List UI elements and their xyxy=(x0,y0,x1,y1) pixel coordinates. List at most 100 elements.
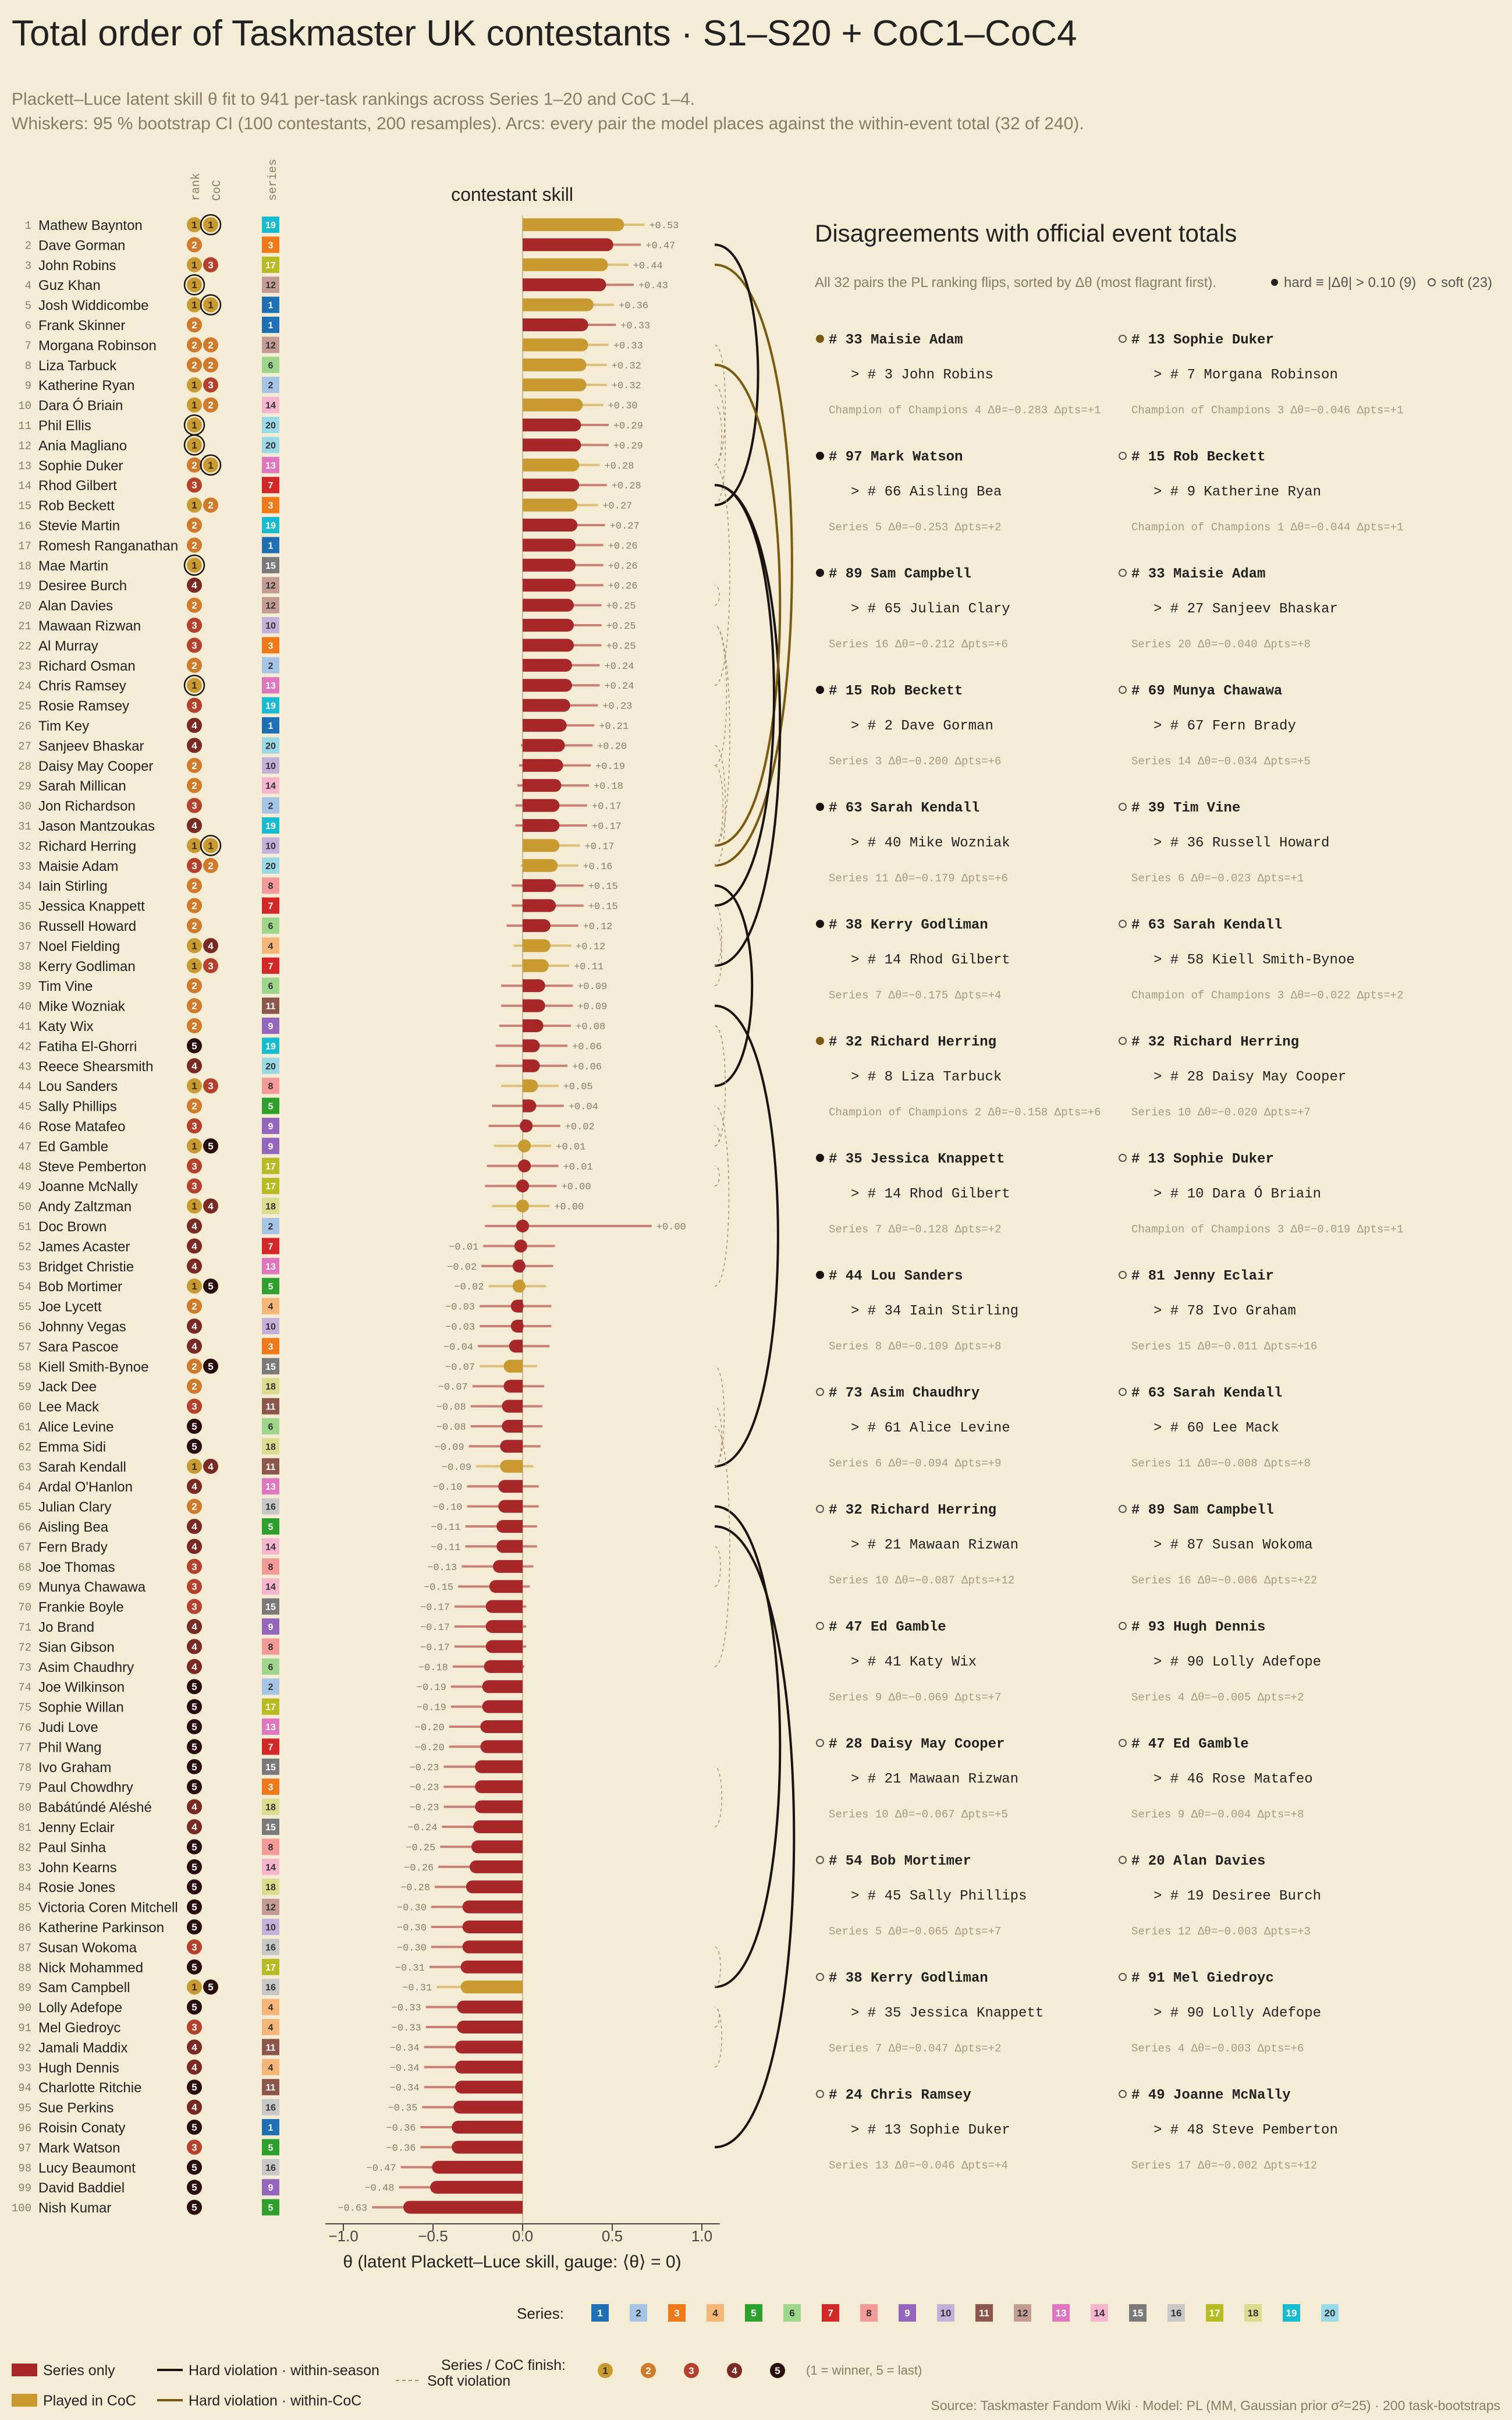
pair-meta: Series 11 Δθ=−0.179 Δpts=+6 xyxy=(829,872,1008,885)
contestant-row: 26 Tim Key 4 1 +0.21 xyxy=(18,717,629,734)
disagreement-item: # 13 Sophie Duker > # 10 Dara Ó Briain Cha… xyxy=(1119,1151,1403,1236)
pair-lower: > # 67 Fern Brady xyxy=(1153,718,1296,734)
svg-text:15: 15 xyxy=(265,1362,276,1372)
disagreement-item: # 28 Daisy May Cooper > # 21 Mawaan Rizwa… xyxy=(816,1737,1018,1821)
rank-number: 8 xyxy=(25,360,31,373)
series-finish-badge: 1 xyxy=(187,1458,202,1474)
svg-text:2: 2 xyxy=(191,339,197,350)
skill-point xyxy=(518,1159,531,1172)
series-finish-badge: 4 xyxy=(187,1479,202,1494)
contestant-row: 60 Lee Mack 3 11 −0.08 xyxy=(18,1398,542,1415)
skill-bar xyxy=(487,1720,523,1733)
soft-marker xyxy=(1119,1154,1127,1162)
rank-number: 38 xyxy=(18,961,31,973)
series-chip: 19 xyxy=(262,217,279,233)
hard-marker xyxy=(816,803,824,811)
svg-text:4: 4 xyxy=(191,1521,197,1532)
hard-key-label: hard ≡ |Δθ| > 0.10 (9) xyxy=(1284,275,1416,290)
series-finish-badge: 1 xyxy=(187,1198,202,1214)
svg-text:1: 1 xyxy=(268,2123,274,2133)
value-label: −0.07 xyxy=(445,1362,475,1373)
contestant-name: Joe Thomas xyxy=(38,1560,115,1575)
svg-text:10: 10 xyxy=(265,621,276,631)
svg-text:2: 2 xyxy=(191,760,197,771)
series-chip: 18 xyxy=(262,1879,279,1895)
skill-bar xyxy=(462,2040,523,2054)
svg-text:3: 3 xyxy=(191,1561,197,1572)
series-legend-chip: 19 xyxy=(1283,2304,1300,2322)
rank-number: 41 xyxy=(18,1021,31,1033)
series-finish-badge: 4 xyxy=(187,2059,202,2075)
svg-text:13: 13 xyxy=(265,1723,276,1732)
disagreement-item: # 32 Richard Herring > # 21 Mawaan Rizwan… xyxy=(816,1503,1018,1587)
series-finish-badge: 2 xyxy=(187,537,202,553)
violation-arcs xyxy=(714,243,796,2149)
value-label: +0.00 xyxy=(656,1222,686,1233)
x-tick-label: −1.0 xyxy=(328,2227,358,2245)
svg-text:11: 11 xyxy=(979,2308,989,2319)
series-only-label: Series only xyxy=(43,2362,115,2379)
disagreement-item: # 69 Munya Chawawa > # 67 Fern Brady Serie… xyxy=(1119,683,1311,768)
svg-text:3: 3 xyxy=(191,800,197,812)
contestant-row: 84 Rosie Jones 5 18 −0.28 xyxy=(18,1879,523,1895)
skill-point xyxy=(512,1280,526,1293)
value-label: −0.09 xyxy=(435,1442,464,1453)
series-chip: 16 xyxy=(262,1939,279,1955)
contestant-row: 43 Reece Shearsmith 4 20 +0.06 xyxy=(18,1057,602,1075)
pair-lower: > # 14 Rhod Gilbert xyxy=(851,1186,1010,1202)
contestant-name: Paul Chowdhry xyxy=(38,1780,133,1795)
value-label: −0.20 xyxy=(415,1742,445,1753)
series-finish-badge: 3 xyxy=(187,858,202,873)
pair-meta: Series 5 Δθ=−0.065 Δpts=+7 xyxy=(829,1925,1001,1938)
skill-bar xyxy=(467,1960,523,1973)
coc-finish-badge: 2 xyxy=(203,337,218,353)
series-legend-chip: 2 xyxy=(630,2304,647,2322)
skill-point xyxy=(565,498,578,512)
value-label: −0.17 xyxy=(420,1603,450,1614)
skill-bar xyxy=(481,1780,523,1794)
disagreement-item: # 63 Sarah Kendall > # 58 Kiell Smith-Byn… xyxy=(1119,917,1403,1002)
series-chip: 11 xyxy=(262,2079,279,2096)
series-finish-badge: 3 xyxy=(187,618,202,633)
value-label: −0.10 xyxy=(433,1482,463,1493)
svg-text:17: 17 xyxy=(265,1162,276,1172)
skill-point xyxy=(525,1079,538,1093)
svg-text:1: 1 xyxy=(191,940,197,951)
contestant-name: Judi Love xyxy=(38,1720,98,1735)
svg-text:3: 3 xyxy=(268,240,274,250)
contestant-row: 8 Liza Tarbuck 2 2 6 +0.32 xyxy=(25,356,641,374)
svg-text:2: 2 xyxy=(191,901,197,912)
skill-bar xyxy=(523,358,580,371)
value-label: −0.30 xyxy=(397,1903,427,1914)
coc-finish-badge: 5 xyxy=(203,1979,218,1995)
contestant-row: 71 Jo Brand 4 9 −0.17 xyxy=(18,1618,527,1635)
rank-number: 5 xyxy=(25,300,31,313)
svg-text:19: 19 xyxy=(265,821,276,831)
rank-number: 73 xyxy=(18,1661,31,1674)
rank-number: 18 xyxy=(18,560,31,573)
value-label: −0.48 xyxy=(364,2183,394,2194)
series-chip: 12 xyxy=(262,597,279,614)
svg-text:15: 15 xyxy=(265,1763,276,1773)
pair-lower: > # 21 Mawaan Rizwan xyxy=(851,1537,1018,1553)
skill-bar xyxy=(468,1940,523,1954)
svg-text:2: 2 xyxy=(191,1101,197,1112)
pair-higher: # 73 Asim Chaudhry xyxy=(829,1386,979,1401)
finish-legend-note: (1 = winner, 5 = last) xyxy=(806,2363,922,2378)
skill-bar xyxy=(492,1640,523,1653)
series-finish-badge: 2 xyxy=(187,1498,202,1514)
svg-text:15: 15 xyxy=(265,1603,276,1613)
contestant-row: 48 Steve Pemberton 3 17 +0.01 xyxy=(18,1157,593,1175)
contestant-row: 25 Rosie Ramsey 3 19 +0.23 xyxy=(18,697,632,714)
skill-point xyxy=(566,479,580,492)
skill-point xyxy=(552,739,565,752)
skill-point xyxy=(432,2160,445,2174)
contestant-name: Hugh Dennis xyxy=(38,2060,119,2076)
value-label: −0.03 xyxy=(445,1322,475,1333)
value-label: +0.44 xyxy=(633,261,663,272)
svg-text:5: 5 xyxy=(191,2202,197,2213)
series-finish-badge: 4 xyxy=(187,718,202,733)
series-chip: 2 xyxy=(262,377,279,394)
svg-text:5: 5 xyxy=(191,1781,197,1792)
series-chip: 12 xyxy=(262,277,279,293)
